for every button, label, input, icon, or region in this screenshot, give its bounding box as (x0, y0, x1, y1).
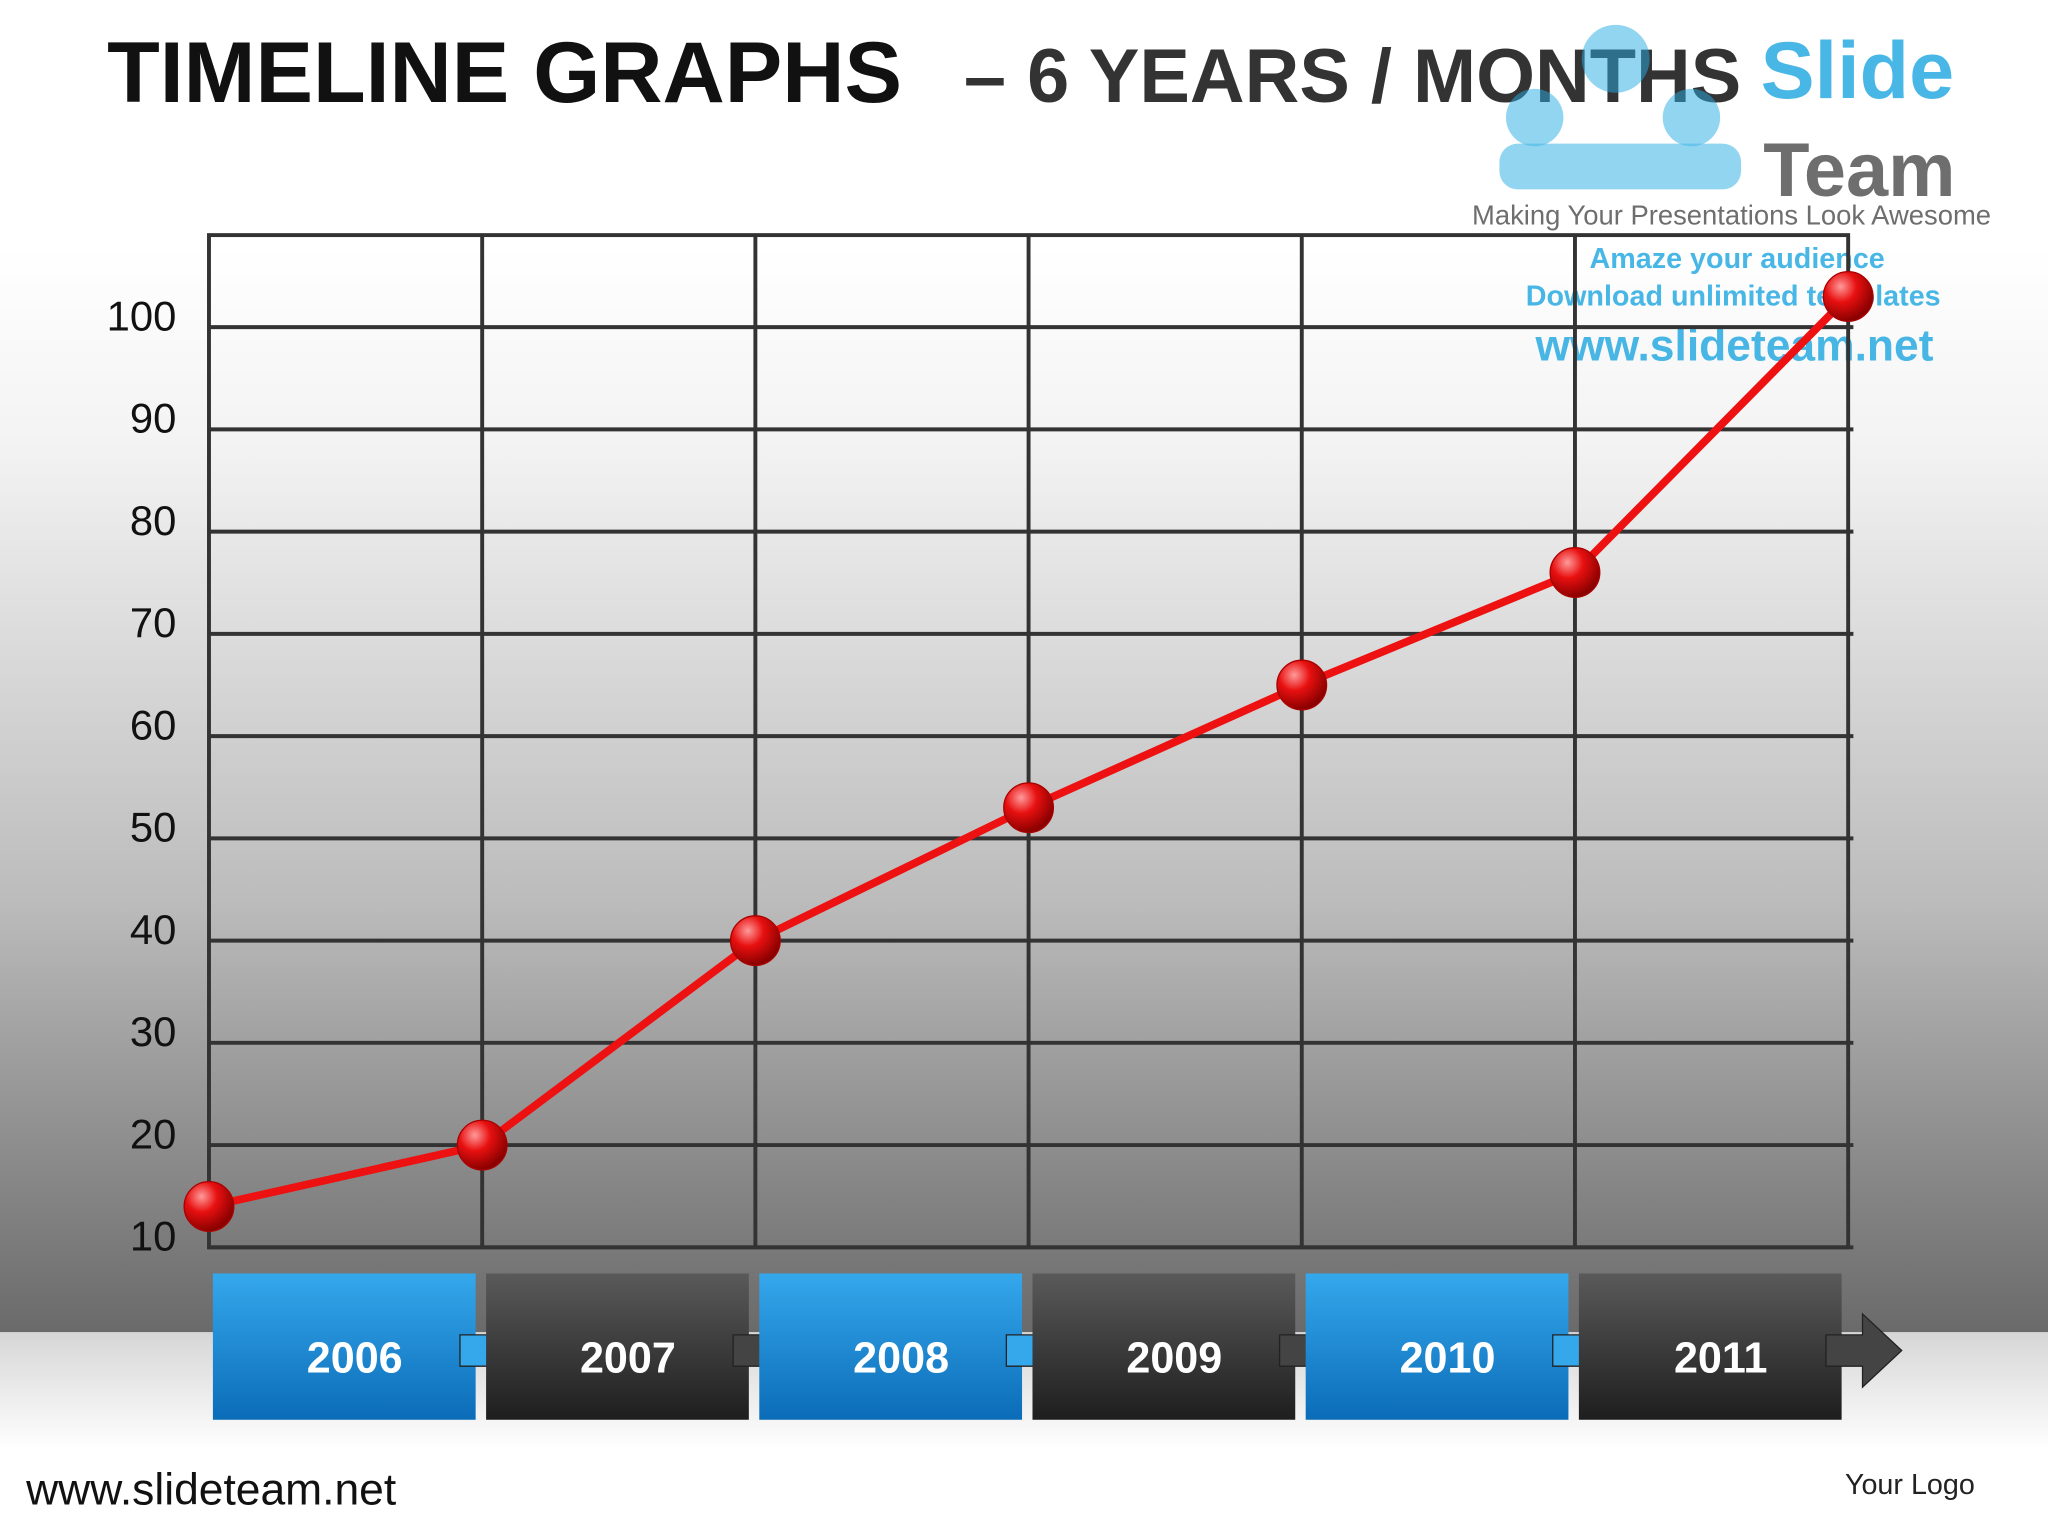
data-point (1003, 782, 1055, 834)
period-arrow (1825, 1312, 1903, 1389)
y-tick-label: 100 (107, 292, 177, 339)
data-point (1549, 547, 1601, 598)
wm-line: Download unlimited templates (1526, 281, 1941, 313)
y-tick-label: 40 (130, 906, 176, 953)
period-box (212, 1273, 476, 1420)
footer-logo: Your Logo (1845, 1469, 1975, 1501)
data-point (1822, 270, 1874, 322)
wm-brand: Slide (1761, 26, 1955, 116)
period-box (1578, 1273, 1842, 1420)
y-tick-label: 70 (130, 599, 176, 646)
wm-icon (1499, 143, 1742, 190)
y-tick-label: 30 (130, 1008, 176, 1055)
footer-website: www.slideteam.net (25, 1466, 397, 1515)
period-label: 2010 (1400, 1334, 1496, 1382)
wm-tagline: Making Your Presentations Look Awesome (1472, 200, 1991, 231)
y-tick-label: 50 (130, 804, 176, 851)
data-point (1276, 659, 1328, 711)
period-box (1032, 1273, 1296, 1420)
period-box (486, 1273, 749, 1420)
period-label: 2011 (1674, 1334, 1768, 1382)
wm-icon (1581, 24, 1650, 93)
watermark: Slide Team Making Your Presentations Loo… (1472, 24, 1991, 370)
data-point (456, 1119, 508, 1171)
title: TIMELINE GRAPHS (107, 25, 902, 121)
period-label: 2007 (580, 1334, 676, 1382)
wm-brand: Team (1763, 128, 1955, 213)
y-tick-label: 60 (130, 701, 176, 748)
wm-icon (1662, 88, 1721, 147)
period-label: 2009 (1126, 1334, 1222, 1382)
plot: 10 20 30 40 50 60 70 80 90 100 2006 2007 2008 2009 201… (107, 233, 1903, 1420)
period-box (1305, 1273, 1569, 1420)
period-label: 2008 (853, 1334, 949, 1382)
wm-url: www.slideteam.net (1535, 321, 1934, 370)
y-tick-label: 80 (130, 497, 176, 544)
y-tick-label: 20 (130, 1110, 176, 1157)
data-point (729, 915, 781, 967)
period-box (759, 1273, 1023, 1420)
wm-icon (1505, 88, 1564, 147)
y-tick-label: 10 (130, 1213, 176, 1260)
period-label: 2006 (307, 1334, 403, 1382)
data-point (183, 1180, 235, 1232)
wm-line: Amaze your audience (1590, 243, 1885, 275)
y-tick-label: 90 (130, 395, 176, 442)
